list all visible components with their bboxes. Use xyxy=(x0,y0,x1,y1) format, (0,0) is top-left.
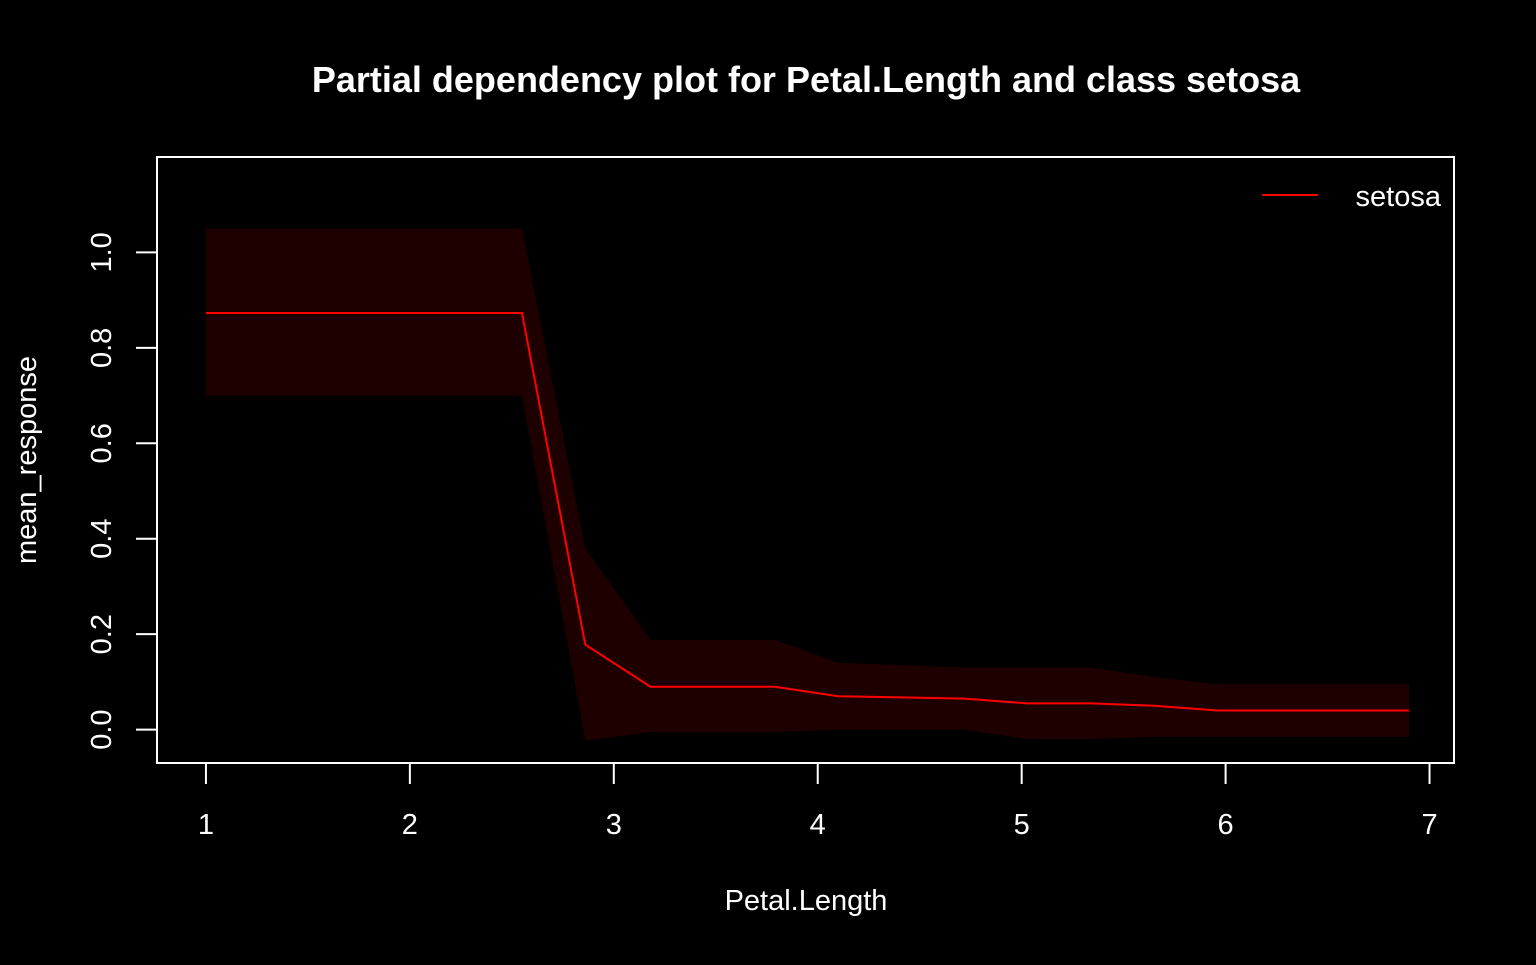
y-tick-label: 1.0 xyxy=(86,232,118,272)
chart-title: Partial dependency plot for Petal.Length… xyxy=(312,59,1301,100)
x-tick-label: 6 xyxy=(1218,809,1234,841)
y-tick-label: 0.6 xyxy=(86,423,118,463)
x-tick-label: 1 xyxy=(198,809,214,841)
series-line-setosa xyxy=(205,312,1410,712)
x-tick-label: 4 xyxy=(810,809,826,841)
y-tick-label: 0.2 xyxy=(86,614,118,654)
y-axis-label: mean_response xyxy=(11,356,43,564)
confidence-band-setosa xyxy=(205,228,1410,741)
confidence-band-layer xyxy=(205,228,1410,741)
x-tick-label: 2 xyxy=(402,809,418,841)
y-axis: 0.0 0.2 0.4 0.6 0.8 1.0 xyxy=(86,232,158,750)
x-axis-label: Petal.Length xyxy=(725,885,888,917)
x-tick-label: 7 xyxy=(1421,809,1437,841)
y-tick-label: 0.0 xyxy=(86,709,118,749)
x-axis: 1 2 3 4 5 6 7 xyxy=(198,762,1438,841)
series-line-layer xyxy=(205,312,1410,712)
legend: setosa xyxy=(1262,181,1442,213)
x-tick-label: 3 xyxy=(606,809,622,841)
legend-label-setosa: setosa xyxy=(1356,181,1442,213)
x-tick-label: 5 xyxy=(1014,809,1030,841)
y-tick-label: 0.8 xyxy=(86,328,118,368)
y-tick-label: 0.4 xyxy=(86,519,118,559)
